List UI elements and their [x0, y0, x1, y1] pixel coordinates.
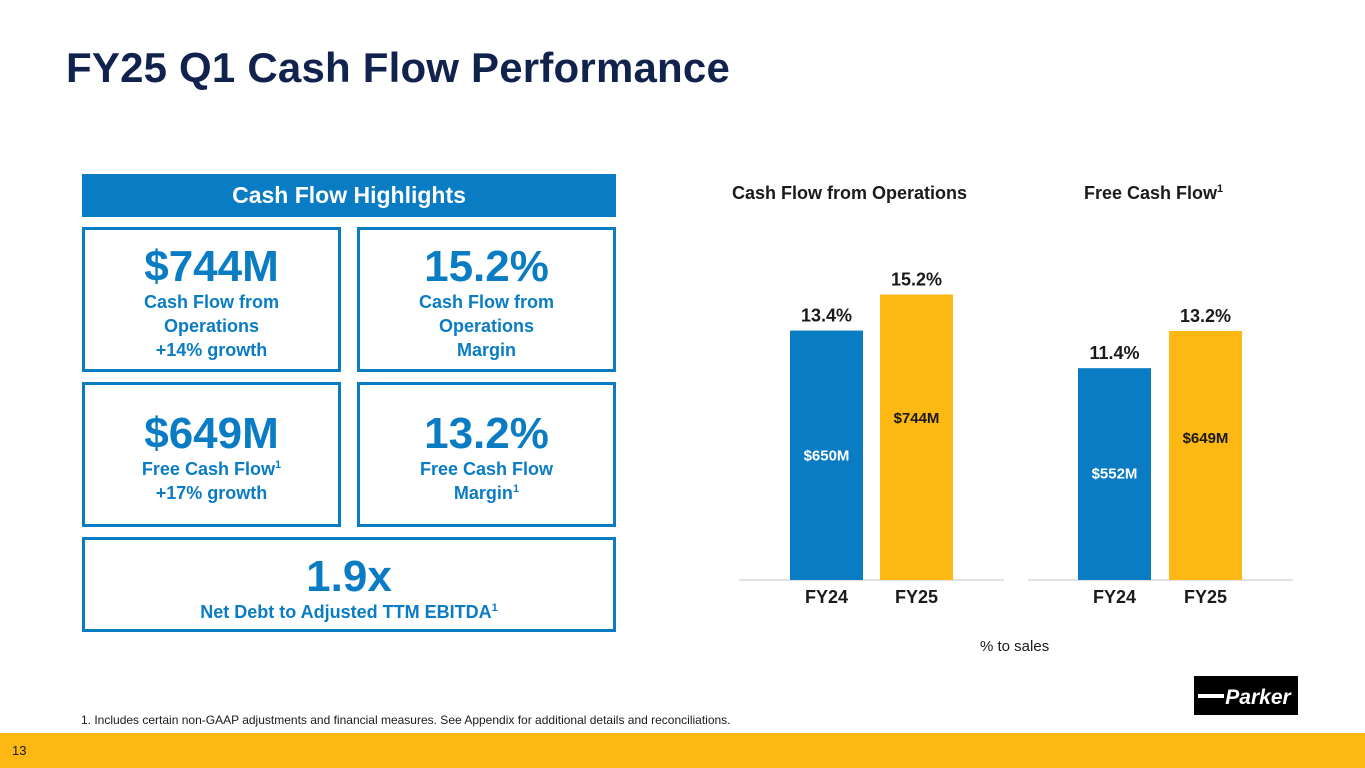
page-number: 13: [12, 743, 27, 758]
cfo-margin-card: 15.2% Cash Flow from Operations Margin: [357, 227, 616, 372]
net-debt-footnote-marker: 1: [491, 602, 498, 614]
cfo-bar-fy24: [790, 330, 863, 580]
cfo-chart-title: Cash Flow from Operations: [732, 183, 968, 203]
fcf-tick-label-fy24: FY24: [1093, 587, 1136, 607]
cfo-margin-label-3: Margin: [456, 340, 516, 360]
fcf-margin-card: 13.2% Free Cash Flow Margin1: [357, 382, 616, 527]
fcf-value-label-fy25: $649M: [1183, 430, 1229, 447]
fcf-margin-value: 13.2%: [424, 409, 549, 458]
fcf-margin-footnote-marker: 1: [512, 483, 520, 495]
pct-to-sales-note: % to sales: [980, 638, 1050, 655]
cfo-pct-label-fy25: 15.2%: [891, 269, 942, 289]
cfo-margin-label-1: Cash Flow from: [418, 292, 554, 312]
page-title: FY25 Q1 Cash Flow Performance: [66, 44, 731, 91]
fcf-chart-footnote-marker: 1: [1217, 183, 1224, 195]
cfo-pct-label-fy24: 13.4%: [801, 306, 852, 326]
cfo-margin-label-2: Operations: [438, 316, 535, 336]
cfo-value: $744M: [144, 242, 279, 291]
fcf-chart-title: Free Cash Flow1: [1084, 183, 1224, 203]
fcf-bar-fy25: [1169, 330, 1242, 580]
footnote: 1. Includes certain non-GAAP adjustments…: [81, 713, 731, 727]
fcf-value-label-fy24: $552M: [1092, 465, 1138, 482]
footer-bar: 13: [0, 733, 1365, 768]
net-debt-card: 1.9x Net Debt to Adjusted TTM EBITDA1: [82, 537, 616, 632]
fcf-margin-label-1: Free Cash Flow: [419, 459, 554, 479]
cfo-value-label-fy25: $744M: [894, 410, 940, 427]
logo-wordmark: Parker: [1225, 686, 1292, 709]
fcf-footnote-marker: 1: [274, 459, 282, 471]
fcf-value: $649M: [144, 409, 279, 458]
net-debt-value: 1.9x: [306, 552, 392, 601]
fcf-pct-label-fy25: 13.2%: [1180, 306, 1231, 326]
fcf-growth: +17% growth: [155, 483, 268, 503]
cfo-growth: +14% growth: [155, 340, 268, 360]
fcf-bar-fy24: [1078, 368, 1151, 580]
fcf-tick-label-fy25: FY25: [1184, 587, 1227, 607]
cfo-card: $744M Cash Flow from Operations +14% gro…: [82, 227, 341, 372]
cfo-label-2: Operations: [163, 316, 260, 336]
fcf-margin-label-2: Margin1: [453, 483, 520, 503]
cfo-margin-value: 15.2%: [424, 242, 549, 291]
highlights-header: Cash Flow Highlights: [82, 174, 616, 217]
fcf-label-1: Free Cash Flow1: [141, 459, 282, 479]
parker-logo: Parker: [1194, 676, 1298, 715]
fcf-pct-label-fy24: 11.4%: [1089, 343, 1139, 363]
net-debt-label: Net Debt to Adjusted TTM EBITDA1: [200, 602, 498, 622]
cfo-tick-label-fy24: FY24: [805, 587, 848, 607]
cfo-tick-label-fy25: FY25: [895, 587, 938, 607]
cfo-label-1: Cash Flow from: [143, 292, 279, 312]
cfo-bar-fy25: [880, 294, 953, 580]
cfo-value-label-fy24: $650M: [804, 447, 850, 464]
fcf-card: $649M Free Cash Flow1 +17% growth: [82, 382, 341, 527]
